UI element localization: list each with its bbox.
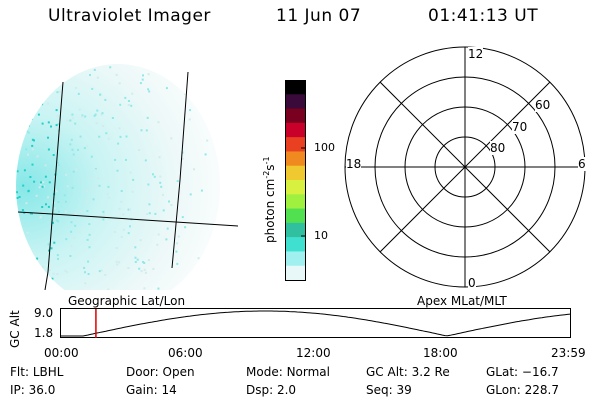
mlt-label-12: 12 xyxy=(468,47,484,61)
time-label: 01:41:13 UT xyxy=(428,6,539,26)
colorbar-band xyxy=(285,137,306,152)
gc-altitude-curve xyxy=(60,310,571,337)
uv-image-panel xyxy=(16,64,239,290)
colorbar-band xyxy=(285,108,306,124)
info-gain: Gain: 14 xyxy=(126,383,177,397)
colorbar xyxy=(285,80,306,281)
mlt-label-6: 6 xyxy=(578,157,586,171)
colorbar-band xyxy=(285,237,306,252)
info-glon: GLon: 228.7 xyxy=(486,383,559,397)
info-seq: Seq: 39 xyxy=(366,383,412,397)
colorbar-band xyxy=(285,122,306,138)
colorbar-band xyxy=(285,265,306,281)
info-filter: Flt: LBHL xyxy=(10,365,64,379)
mlt-label-0: 0 xyxy=(468,276,476,290)
polar-mlat-mlt-plot xyxy=(344,46,586,288)
mlat-label-70: 70 xyxy=(512,120,528,134)
geographic-grid xyxy=(17,71,239,290)
colorbar-band xyxy=(285,165,306,181)
geographic-grid-label: Geographic Lat/Lon xyxy=(68,294,186,308)
info-dsp: Dsp: 2.0 xyxy=(246,383,297,397)
orbit-timeline-plot xyxy=(60,308,571,338)
colorbar-band xyxy=(285,208,306,224)
colorbar-band xyxy=(285,151,306,167)
colorbar-band xyxy=(285,180,306,195)
y-tick-1-8: 1.8 xyxy=(34,326,54,340)
mlat-label-80: 80 xyxy=(490,141,506,155)
x-tick-1800: 18:00 xyxy=(423,346,458,360)
colorbar-band xyxy=(285,222,306,238)
colorbar-band xyxy=(285,94,306,110)
date-label: 11 Jun 07 xyxy=(276,6,362,26)
colorbar-band xyxy=(285,251,306,267)
gc-alt-axis-title: GC Alt xyxy=(8,310,22,348)
x-tick-1200: 12:00 xyxy=(296,346,331,360)
colorbar-tick-10: 10 xyxy=(314,229,328,242)
x-tick-0000: 00:00 xyxy=(44,346,79,360)
y-tick-9: 9.0 xyxy=(34,306,54,320)
colorbar-band xyxy=(285,80,306,95)
colorbar-label: photon cm-2s-1 xyxy=(262,156,277,243)
info-mode: Mode: Normal xyxy=(246,365,330,379)
mlat-label-60: 60 xyxy=(535,98,551,112)
instrument-title: Ultraviolet Imager xyxy=(48,6,211,26)
emission-disk xyxy=(16,64,220,290)
info-gc-alt: GC Alt: 3.2 Re xyxy=(366,365,450,379)
colorbar-tick-100: 100 xyxy=(314,141,335,154)
colorbar-band xyxy=(285,194,306,210)
apex-grid-label: Apex MLat/MLT xyxy=(417,294,507,308)
info-glat: GLat: −16.7 xyxy=(486,365,559,379)
info-door: Door: Open xyxy=(126,365,195,379)
x-tick-2359: 23:59 xyxy=(551,346,586,360)
mlt-label-18: 18 xyxy=(346,157,362,171)
x-tick-0600: 06:00 xyxy=(168,346,203,360)
mlt-line-diagonal-2 xyxy=(379,81,551,253)
info-ip: IP: 36.0 xyxy=(10,383,56,397)
